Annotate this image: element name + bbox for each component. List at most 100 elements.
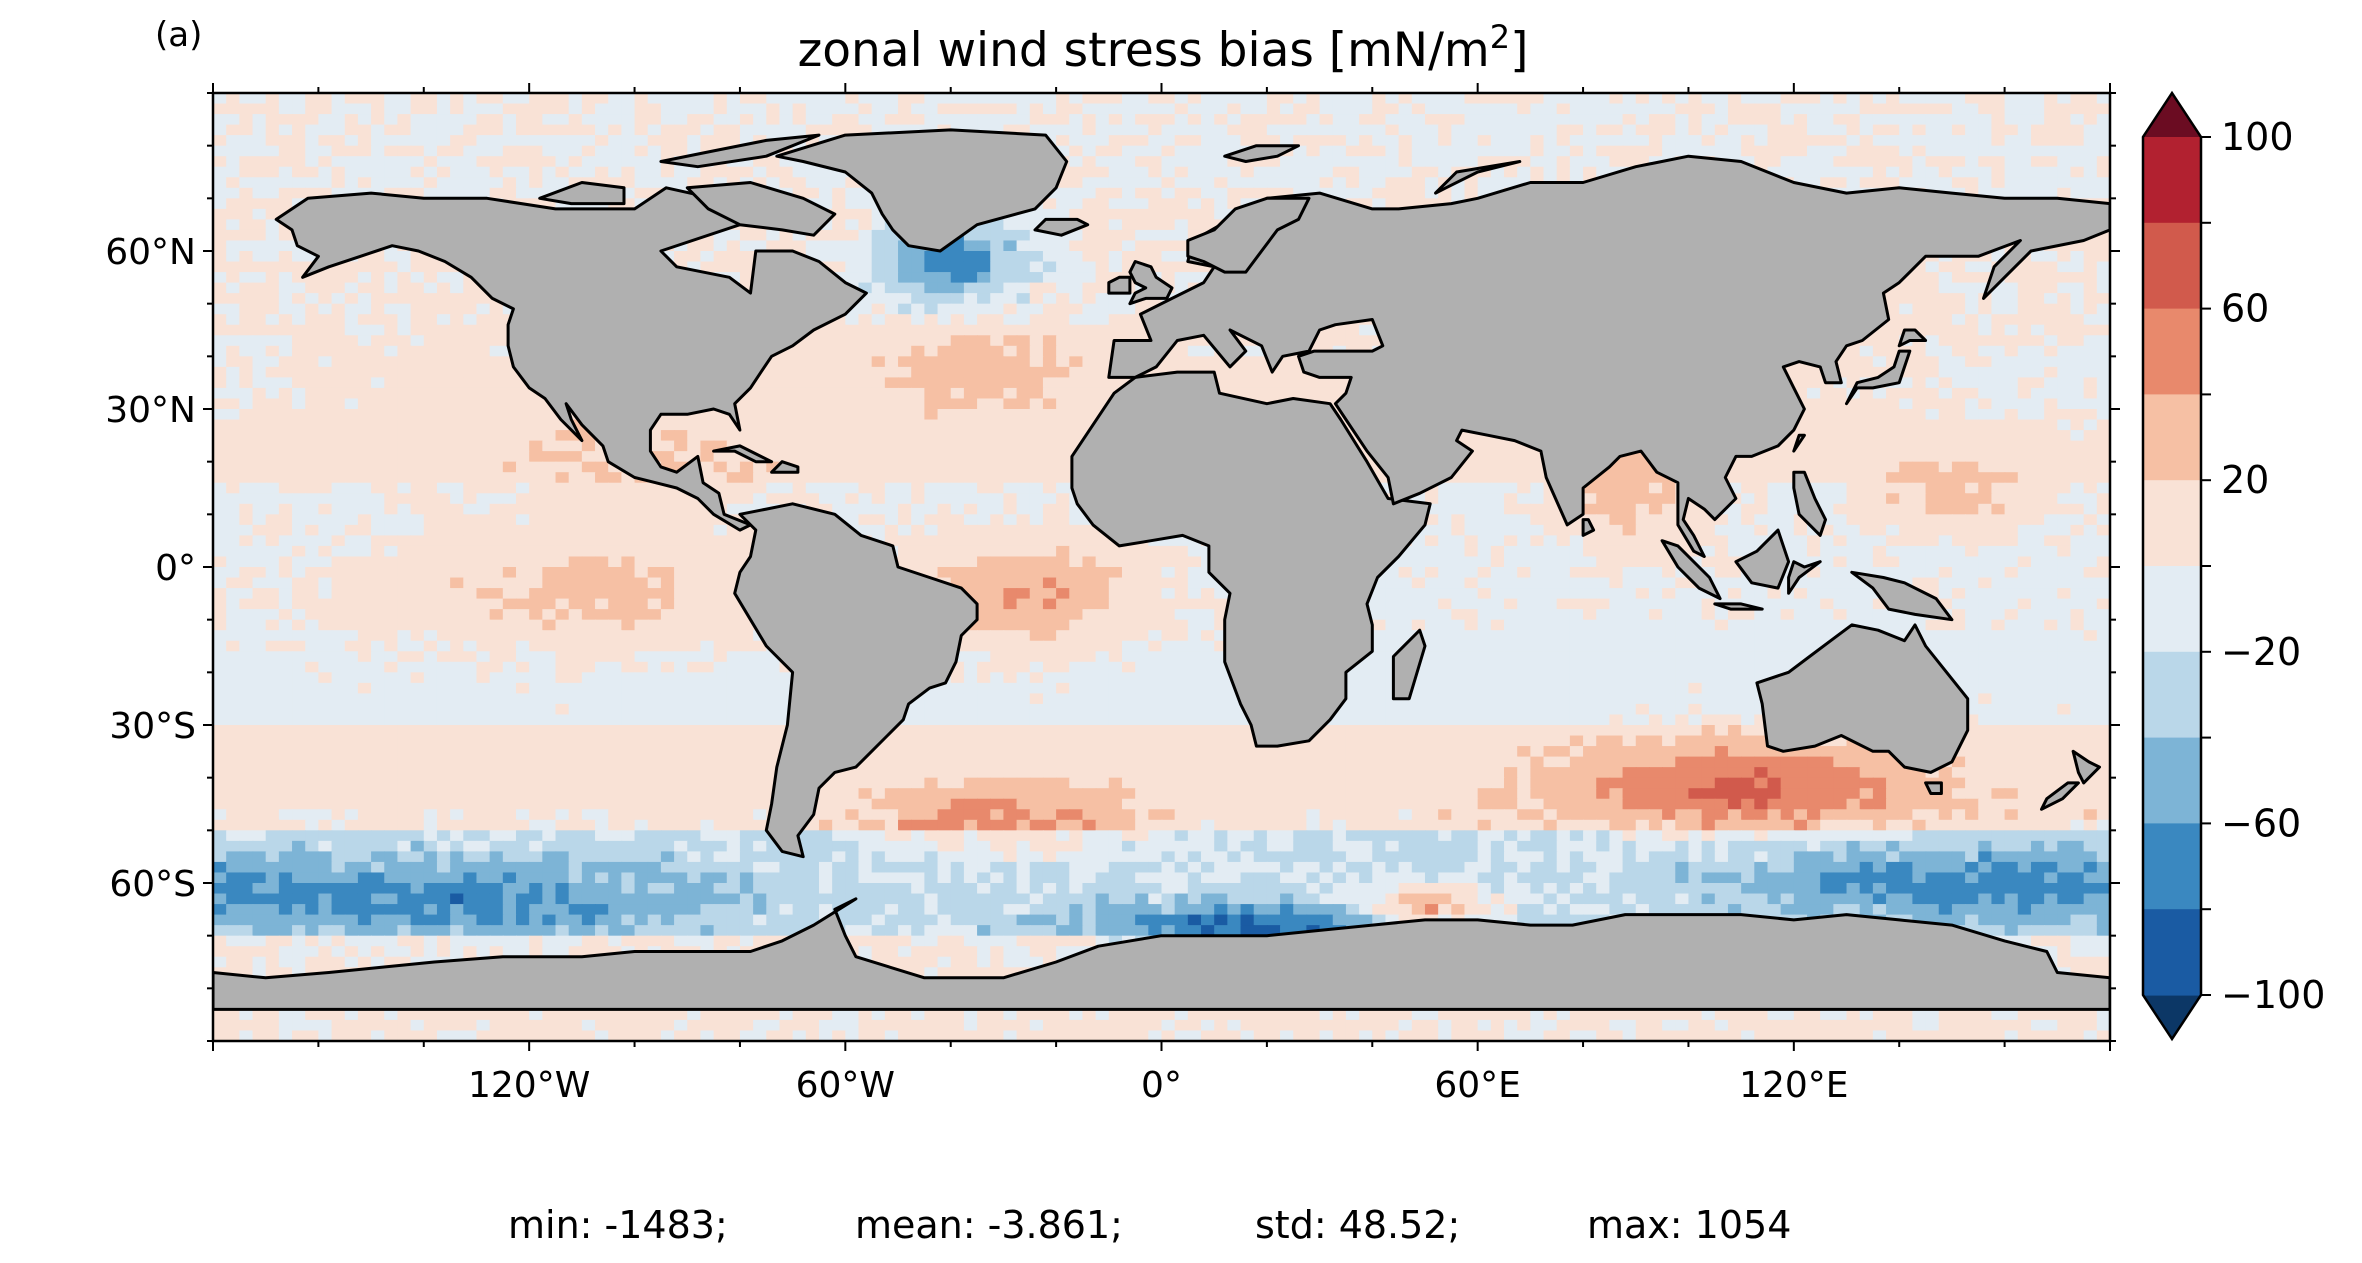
- field-cell: [1951, 356, 1966, 368]
- field-cell: [1899, 124, 1914, 136]
- field-cell: [766, 409, 781, 421]
- field-cell: [950, 103, 965, 115]
- field-cell: [357, 114, 372, 126]
- field-cell: [1148, 229, 1163, 242]
- field-cell: [1635, 135, 1650, 147]
- field-cell: [884, 377, 899, 389]
- field-cell: [489, 398, 504, 410]
- field-cell: [410, 451, 425, 463]
- field-cell: [1872, 366, 1887, 379]
- field-cell: [963, 409, 978, 421]
- field-cell: [1424, 93, 1439, 105]
- field-cell: [1701, 135, 1716, 147]
- field-cell: [331, 398, 346, 410]
- field-cell: [436, 135, 451, 147]
- field-cell: [1899, 314, 1914, 326]
- field-cell: [1965, 261, 1980, 273]
- field-cell: [1556, 124, 1571, 136]
- field-cell: [463, 440, 478, 452]
- field-cell: [1332, 177, 1347, 189]
- field-cell: [713, 135, 728, 147]
- field-cell: [2083, 314, 2098, 326]
- field-cell: [792, 440, 807, 452]
- field-cell: [1807, 377, 1821, 389]
- field-cell: [608, 124, 623, 136]
- field-cell: [1912, 103, 1927, 115]
- field-cell: [739, 272, 754, 284]
- field-cell: [977, 419, 992, 431]
- field-cell: [1398, 135, 1413, 147]
- field-cell: [331, 135, 346, 147]
- field-cell: [489, 409, 504, 421]
- field-cell: [1042, 366, 1057, 379]
- field-cell: [1675, 135, 1690, 147]
- field-cell: [265, 187, 280, 200]
- field-cell: [450, 282, 465, 294]
- field-cell: [292, 124, 307, 136]
- field-cell: [1056, 335, 1071, 347]
- field-cell: [2096, 366, 2110, 379]
- field-cell: [1859, 356, 1874, 368]
- field-cell: [1925, 335, 1940, 347]
- field-cell: [898, 303, 912, 315]
- field-cell: [1187, 156, 1202, 168]
- field-cell: [1991, 293, 2006, 305]
- field-cell: [792, 387, 807, 400]
- field-cell: [779, 124, 794, 136]
- field-cell: [2057, 145, 2072, 157]
- field-cell: [2096, 124, 2110, 136]
- field-cell: [331, 187, 346, 200]
- field-cell: [739, 166, 754, 179]
- field-cell: [871, 261, 886, 273]
- field-cell: [2083, 282, 2098, 294]
- field-cell: [1187, 335, 1202, 347]
- field-cell: [1951, 419, 1966, 431]
- field-cell: [1029, 124, 1044, 136]
- field-cell: [1991, 303, 2006, 315]
- field-cell: [1886, 303, 1901, 315]
- field-cell: [1056, 314, 1071, 326]
- field-cell: [2004, 103, 2019, 115]
- field-cell: [818, 398, 833, 410]
- field-cell: [832, 177, 847, 189]
- field-cell: [463, 366, 478, 379]
- field-cell: [1042, 208, 1057, 221]
- field-cell: [1846, 135, 1861, 147]
- field-cell: [450, 345, 465, 358]
- field-cell: [265, 451, 280, 463]
- field-cell: [1833, 93, 1848, 105]
- field-cell: [476, 156, 491, 168]
- field-cell: [1082, 293, 1097, 305]
- field-cell: [1306, 387, 1321, 400]
- field-cell: [397, 409, 412, 421]
- field-cell: [1095, 293, 1110, 305]
- field-cell: [1517, 135, 1532, 147]
- field-cell: [1280, 356, 1295, 368]
- field-cell: [292, 377, 307, 389]
- field-cell: [1266, 377, 1281, 389]
- field-cell: [1135, 303, 1150, 315]
- field-cell: [766, 398, 781, 410]
- field-cell: [2004, 282, 2019, 294]
- field-cell: [489, 430, 504, 442]
- field-cell: [1727, 93, 1742, 105]
- field-cell: [502, 366, 517, 379]
- field-cell: [1174, 124, 1189, 136]
- field-cell: [2057, 377, 2072, 389]
- field-cell: [1965, 282, 1980, 294]
- field-cell: [542, 440, 557, 452]
- field-cell: [2057, 345, 2072, 358]
- field-cell: [990, 377, 1005, 389]
- field-cell: [1438, 187, 1453, 200]
- field-cell: [1148, 219, 1163, 231]
- field-cell: [1003, 409, 1018, 421]
- field-cell: [239, 356, 254, 368]
- field-cell: [1280, 156, 1295, 168]
- field-cell: [858, 335, 873, 347]
- field-cell: [1886, 324, 1901, 337]
- field-cell: [384, 314, 399, 326]
- field-cell: [595, 451, 609, 463]
- field-cell: [2083, 177, 2098, 189]
- field-cell: [357, 282, 372, 294]
- field-cell: [423, 303, 438, 315]
